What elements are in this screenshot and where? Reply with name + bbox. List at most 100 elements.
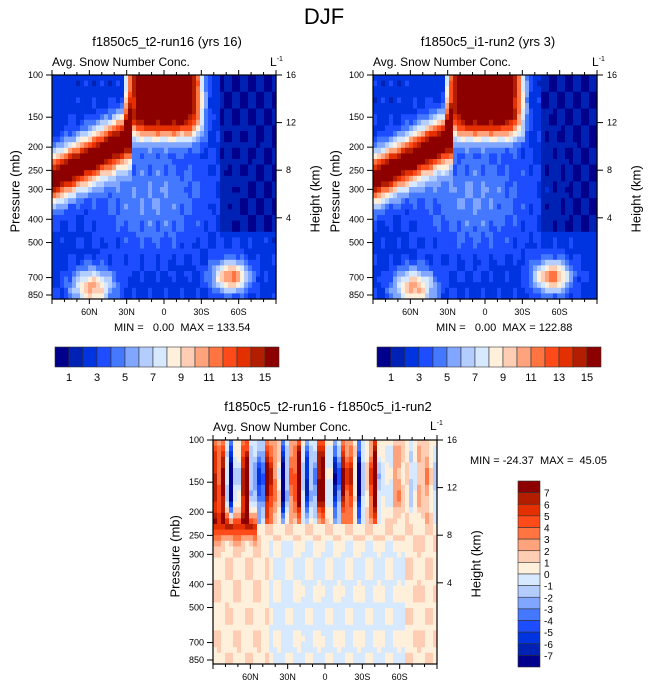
heatmap-cell — [373, 147, 378, 154]
heatmap-cell — [217, 512, 222, 519]
heatmap-cell — [553, 97, 558, 104]
heatmap-cell — [501, 119, 506, 126]
heatmap-cell — [96, 226, 101, 233]
heatmap-cell — [260, 159, 265, 166]
heatmap-cell — [373, 187, 378, 194]
heatmap-cell — [577, 97, 582, 104]
heatmap-cell — [441, 293, 446, 300]
heatmap-cell — [537, 114, 542, 121]
heatmap-cell — [409, 265, 414, 272]
heatmap-cell — [429, 181, 434, 188]
heatmap-cell — [565, 170, 570, 177]
heatmap-cell — [140, 136, 145, 143]
heatmap-cell — [385, 147, 390, 154]
heatmap-cell — [593, 276, 598, 283]
heatmap-cell — [545, 231, 550, 238]
heatmap-cell — [233, 507, 238, 514]
heatmap-cell — [217, 518, 222, 525]
heatmap-cell — [132, 181, 137, 188]
heatmap-cell — [229, 479, 234, 486]
heatmap-cell — [593, 231, 598, 238]
heatmap-cell — [497, 125, 502, 132]
heatmap-cell — [541, 237, 546, 244]
heatmap-cell — [72, 231, 77, 238]
heatmap-cell — [433, 293, 438, 300]
heatmap-cell — [513, 108, 518, 115]
heatmap-cell — [237, 608, 242, 615]
heatmap-cell — [417, 125, 422, 132]
heatmap-cell — [124, 147, 129, 154]
heatmap-cell — [545, 181, 550, 188]
heatmap-cell — [405, 287, 410, 294]
heatmap-cell — [397, 147, 402, 154]
heatmap-cell — [88, 231, 93, 238]
heatmap-cell — [220, 136, 225, 143]
heatmap-cell — [553, 181, 558, 188]
heatmap-cell — [225, 524, 230, 531]
heatmap-cell — [561, 97, 566, 104]
heatmap-cell — [405, 192, 410, 199]
heatmap-cell — [465, 175, 470, 182]
heatmap-cell — [549, 282, 554, 289]
heatmap-cell — [373, 164, 378, 171]
heatmap-cell — [72, 203, 77, 210]
heatmap-cell — [569, 231, 574, 238]
heatmap-cell — [413, 86, 418, 93]
heatmap-cell — [196, 276, 201, 283]
heatmap-cell — [104, 243, 109, 250]
heatmap-cell — [233, 602, 238, 609]
heatmap-cell — [216, 175, 221, 182]
heatmap-cell — [489, 287, 494, 294]
heatmap-cell — [232, 237, 237, 244]
heatmap-cell — [56, 231, 61, 238]
heatmap-cell — [200, 276, 205, 283]
heatmap-cell — [184, 243, 189, 250]
heatmap-cell — [268, 108, 273, 115]
heatmap-cell — [541, 243, 546, 250]
heatmap-cell — [60, 209, 65, 216]
heatmap-cell — [389, 108, 394, 115]
heatmap-cell — [429, 209, 434, 216]
heatmap-cell — [168, 203, 173, 210]
heatmap-cell — [433, 203, 438, 210]
heatmap-cell — [124, 119, 129, 126]
heatmap-cell — [537, 271, 542, 278]
heatmap-cell — [557, 203, 562, 210]
heatmap-cell — [493, 271, 498, 278]
heatmap-cell — [465, 125, 470, 132]
heatmap-cell — [124, 80, 129, 87]
heatmap-cell — [477, 187, 482, 194]
heatmap-cell — [373, 192, 378, 199]
heatmap-cell — [180, 293, 185, 300]
heatmap-cell — [88, 114, 93, 121]
heatmap-cell — [224, 142, 229, 149]
heatmap-cell — [561, 243, 566, 250]
heatmap-cell — [581, 114, 586, 121]
heatmap-cell — [237, 484, 242, 491]
y-tick-label: 250 — [349, 165, 364, 175]
heatmap-cell — [213, 524, 218, 531]
heatmap-cell — [144, 271, 149, 278]
heatmap-cell — [553, 142, 558, 149]
heatmap-cell — [517, 86, 522, 93]
heatmap-cell — [381, 198, 386, 205]
heatmap-cell — [509, 181, 514, 188]
heatmap-cell — [557, 287, 562, 294]
heatmap-cell — [581, 220, 586, 227]
heatmap-cell — [397, 254, 402, 261]
heatmap-cell — [268, 86, 273, 93]
heatmap-cell — [409, 231, 414, 238]
y-tick-label: 150 — [349, 112, 364, 122]
heatmap-cell — [220, 91, 225, 98]
heatmap-cell — [481, 220, 486, 227]
heatmap-cell — [401, 80, 406, 87]
heatmap-cell — [397, 187, 402, 194]
heatmap-cell — [152, 125, 157, 132]
heatmap-cell — [493, 136, 498, 143]
heatmap-cell — [441, 220, 446, 227]
heatmap-cell — [441, 254, 446, 261]
heatmap-cell — [405, 231, 410, 238]
heatmap-cell — [577, 259, 582, 266]
heatmap-cell — [160, 198, 165, 205]
heatmap-cell — [116, 287, 121, 294]
